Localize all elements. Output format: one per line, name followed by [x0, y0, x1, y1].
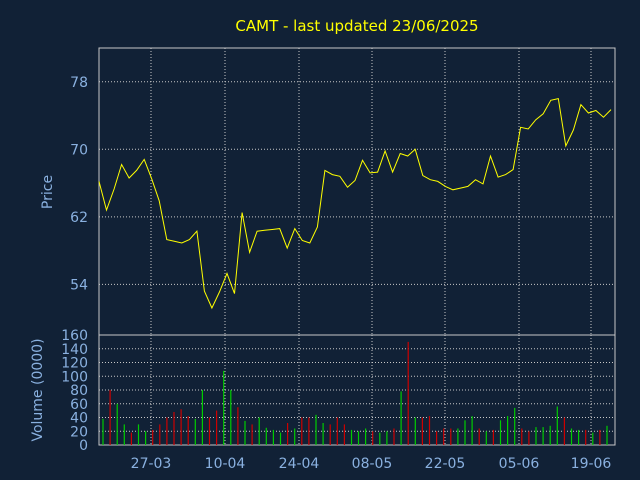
volume-tick-label: 140	[61, 342, 88, 358]
x-tick-label: 24-04	[279, 456, 320, 472]
x-tick-label: 22-05	[425, 456, 466, 472]
price-tick-label: 62	[70, 210, 88, 226]
volume-tick-label: 160	[61, 328, 88, 344]
x-tick-label: 27-03	[131, 456, 172, 472]
x-tick-label: 05-06	[499, 456, 540, 472]
volume-tick-label: 100	[61, 369, 88, 385]
x-tick-label: 10-04	[205, 456, 246, 472]
price-tick-label: 70	[70, 142, 88, 158]
volume-tick-label: 40	[70, 411, 88, 427]
price-axis-label: Price	[40, 175, 56, 209]
price-line	[98, 97, 612, 310]
chart-title: CAMT - last updated 23/06/2025	[235, 17, 478, 35]
x-tick-label: 08-05	[352, 456, 393, 472]
price-panel: 54 62 70 78 Price	[40, 47, 616, 336]
price-frame	[98, 47, 616, 336]
price-grid	[99, 48, 615, 335]
price-y-ticks: 54 62 70 78	[70, 75, 88, 294]
volume-tick-label: 120	[61, 356, 88, 372]
volume-bars	[102, 341, 608, 445]
volume-tick-label: 80	[70, 383, 88, 399]
volume-grid	[99, 335, 615, 445]
price-tick-label: 78	[70, 75, 88, 91]
volume-axis-label: Volume (0000)	[30, 338, 46, 441]
volume-tick-label: 0	[79, 438, 88, 454]
volume-tick-label: 20	[70, 424, 88, 440]
x-tick-label: 19-06	[571, 456, 612, 472]
x-ticks: 27-03 10-04 24-04 08-05 22-05 05-06 19-06	[131, 456, 612, 472]
volume-tick-label: 60	[70, 397, 88, 413]
price-tick-label: 54	[70, 277, 88, 293]
